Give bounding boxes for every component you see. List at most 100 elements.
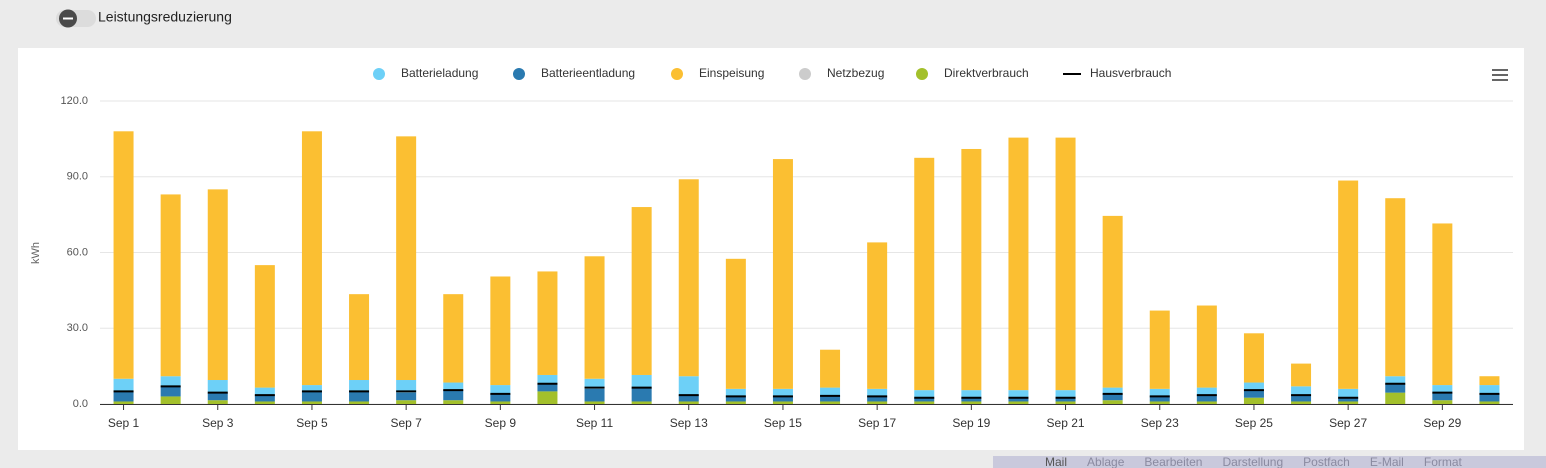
bar-segment xyxy=(160,376,181,387)
menu-item: Bearbeiten xyxy=(1144,455,1202,468)
bar-segment xyxy=(772,388,793,397)
bar-segment xyxy=(1291,363,1312,387)
bar-segment xyxy=(396,380,417,393)
bar-segment xyxy=(1243,397,1264,404)
bar-segment xyxy=(207,400,228,404)
legend-symbol xyxy=(373,68,385,80)
bar-segment xyxy=(914,390,935,398)
menu-item: Postfach xyxy=(1303,455,1350,468)
bar-segment xyxy=(490,276,511,386)
x-tick-label: Sep 5 xyxy=(296,416,328,430)
bar-segment xyxy=(678,395,699,402)
x-tick-label: Sep 27 xyxy=(1329,416,1367,430)
toggle-label: Leistungsreduzierung xyxy=(98,9,232,25)
x-tick-label: Sep 9 xyxy=(485,416,517,430)
bar-segment xyxy=(537,391,558,404)
bar-segment xyxy=(1149,396,1170,402)
bar-segment xyxy=(1102,215,1123,388)
y-tick-label: 60.0 xyxy=(67,246,88,258)
bar-segment xyxy=(678,179,699,377)
bar-segment xyxy=(490,385,511,394)
legend-label: Hausverbrauch xyxy=(1090,66,1171,80)
x-tick-label: Sep 13 xyxy=(670,416,708,430)
bar-segment xyxy=(1479,385,1500,394)
bar-segment xyxy=(490,401,511,404)
bar-segment xyxy=(584,401,605,404)
menu-bar-line xyxy=(1492,69,1508,71)
bar-segment xyxy=(254,401,275,404)
bar-segment xyxy=(1055,137,1076,391)
bar-segment xyxy=(961,401,982,404)
bar-segment xyxy=(1243,382,1264,391)
menu-icon[interactable] xyxy=(1492,69,1508,81)
x-tick-label: Sep 23 xyxy=(1141,416,1179,430)
bar-segment xyxy=(772,396,793,402)
bar-segment xyxy=(537,383,558,392)
bar-segment xyxy=(1149,310,1170,389)
menu-item: Format xyxy=(1424,455,1463,468)
bar-segment xyxy=(914,157,935,391)
bar-segment xyxy=(113,378,134,392)
bar-segment xyxy=(867,401,888,404)
bar-segment xyxy=(349,391,370,402)
x-tick-label: Sep 7 xyxy=(390,416,422,430)
bar-segment xyxy=(349,401,370,404)
legend-label: Batterieentladung xyxy=(541,66,635,80)
legend-label: Einspeisung xyxy=(699,66,764,80)
bar-segment xyxy=(1432,392,1453,401)
y-tick-label: 0.0 xyxy=(73,398,88,410)
bar-segment xyxy=(1338,397,1359,402)
bar-segment xyxy=(160,386,181,397)
bar-segment xyxy=(396,392,417,401)
menu-item: Ablage xyxy=(1087,455,1125,468)
legend-symbol xyxy=(916,68,928,80)
bar-segment xyxy=(1291,395,1312,402)
bar-segment xyxy=(254,395,275,402)
bar-segment xyxy=(1055,397,1076,402)
bar-segment xyxy=(443,400,464,404)
bar-segment xyxy=(160,396,181,404)
bar-segment xyxy=(254,265,275,388)
bar-segment xyxy=(1243,390,1264,398)
bar-segment xyxy=(631,374,652,388)
bar-segment xyxy=(1008,401,1029,404)
x-tick-label: Sep 11 xyxy=(576,416,613,430)
bar-segment xyxy=(1479,393,1500,402)
bar-segment xyxy=(725,388,746,397)
bar-segment xyxy=(1291,401,1312,404)
x-tick-label: Sep 25 xyxy=(1235,416,1273,430)
bar-segment xyxy=(1008,397,1029,402)
bar-segment xyxy=(1008,137,1029,391)
bar-segment xyxy=(1149,388,1170,397)
bar-segment xyxy=(207,380,228,393)
bar-segment xyxy=(160,194,181,377)
menu-item: E-Mail xyxy=(1370,455,1404,468)
bar-segment xyxy=(772,401,793,404)
menu-bar-line xyxy=(1492,74,1508,76)
bar-segment xyxy=(113,391,134,402)
legend-symbol xyxy=(799,68,811,80)
bar-segment xyxy=(301,131,322,386)
bar-segment xyxy=(1479,401,1500,404)
bar-segment xyxy=(1338,388,1359,398)
x-tick-label: Sep 21 xyxy=(1047,416,1085,430)
legend-symbol xyxy=(513,68,525,80)
bar-segment xyxy=(207,189,228,381)
x-tick-label: Sep 17 xyxy=(858,416,896,430)
bar-segment xyxy=(1432,385,1453,393)
bar-segment xyxy=(396,136,417,381)
bar-segment xyxy=(443,390,464,401)
bar-segment xyxy=(301,385,322,392)
bar-segment xyxy=(914,401,935,404)
bar-segment xyxy=(113,131,134,379)
bar-segment xyxy=(867,396,888,402)
bar-segment xyxy=(1432,223,1453,386)
bar-segment xyxy=(1479,376,1500,386)
bar-segment xyxy=(631,207,652,375)
bar-segment xyxy=(1102,393,1123,401)
bar-segment xyxy=(537,374,558,384)
menubar xyxy=(993,456,1546,468)
bar-segment xyxy=(1008,390,1029,398)
